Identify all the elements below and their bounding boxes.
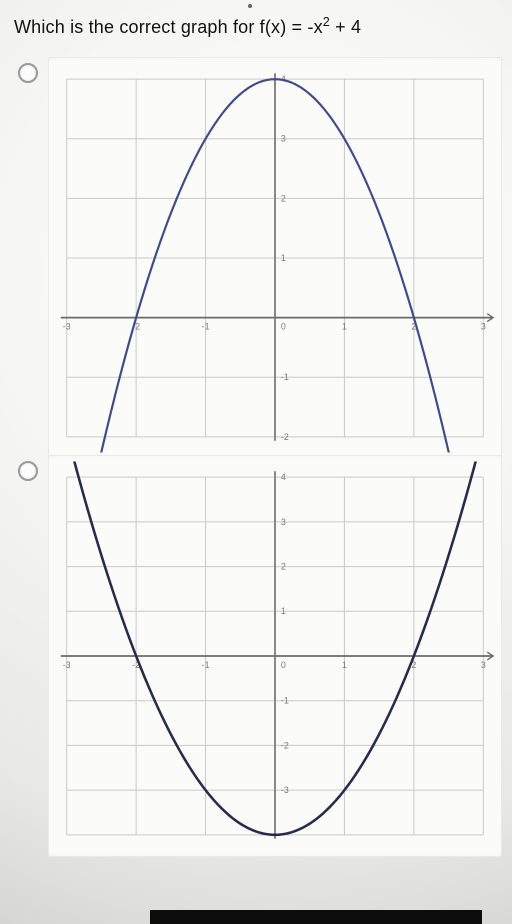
svg-text:-3: -3 — [63, 660, 71, 670]
chart-b-svg: -3-2-10123-3-2-11234 — [49, 456, 501, 856]
svg-text:-1: -1 — [202, 660, 210, 670]
chart-b: -3-2-10123-3-2-11234 — [48, 455, 502, 857]
question-prefix: Which is the correct graph for f(x) = — [14, 17, 307, 37]
question-expr-tail: + 4 — [330, 17, 361, 37]
svg-text:3: 3 — [481, 660, 486, 670]
svg-text:3: 3 — [481, 322, 486, 332]
camera-dot — [248, 4, 252, 8]
bottom-bar — [150, 910, 482, 924]
svg-text:-3: -3 — [63, 322, 71, 332]
question-text: Which is the correct graph for f(x) = -x… — [14, 16, 502, 39]
quiz-page: Which is the correct graph for f(x) = -x… — [0, 0, 512, 924]
svg-text:1: 1 — [342, 660, 347, 670]
chart-a: -3-2-10123-2-11234 — [48, 57, 502, 459]
svg-text:-1: -1 — [202, 322, 210, 332]
chart-a-svg: -3-2-10123-2-11234 — [49, 58, 501, 458]
svg-text:3: 3 — [281, 134, 286, 144]
question-expr-base: -x — [307, 17, 322, 37]
svg-text:3: 3 — [281, 517, 286, 527]
svg-text:2: 2 — [281, 194, 286, 204]
svg-text:-2: -2 — [281, 741, 289, 751]
options-list: -3-2-10123-2-11234 -3-2-10123-3-2-11234 — [10, 57, 502, 857]
svg-text:0: 0 — [281, 660, 286, 670]
option-b[interactable]: -3-2-10123-3-2-11234 — [18, 455, 502, 857]
svg-text:-1: -1 — [281, 696, 289, 706]
svg-text:2: 2 — [281, 562, 286, 572]
question-expr-sup: 2 — [323, 15, 330, 29]
radio-b[interactable] — [18, 461, 38, 481]
svg-text:-1: -1 — [281, 373, 289, 383]
svg-text:1: 1 — [281, 253, 286, 263]
svg-text:4: 4 — [281, 473, 286, 483]
svg-text:1: 1 — [342, 322, 347, 332]
option-a[interactable]: -3-2-10123-2-11234 — [18, 57, 502, 459]
svg-text:-2: -2 — [281, 432, 289, 442]
svg-text:-3: -3 — [281, 785, 289, 795]
svg-text:0: 0 — [281, 322, 286, 332]
radio-a[interactable] — [18, 63, 38, 83]
svg-text:1: 1 — [281, 607, 286, 617]
